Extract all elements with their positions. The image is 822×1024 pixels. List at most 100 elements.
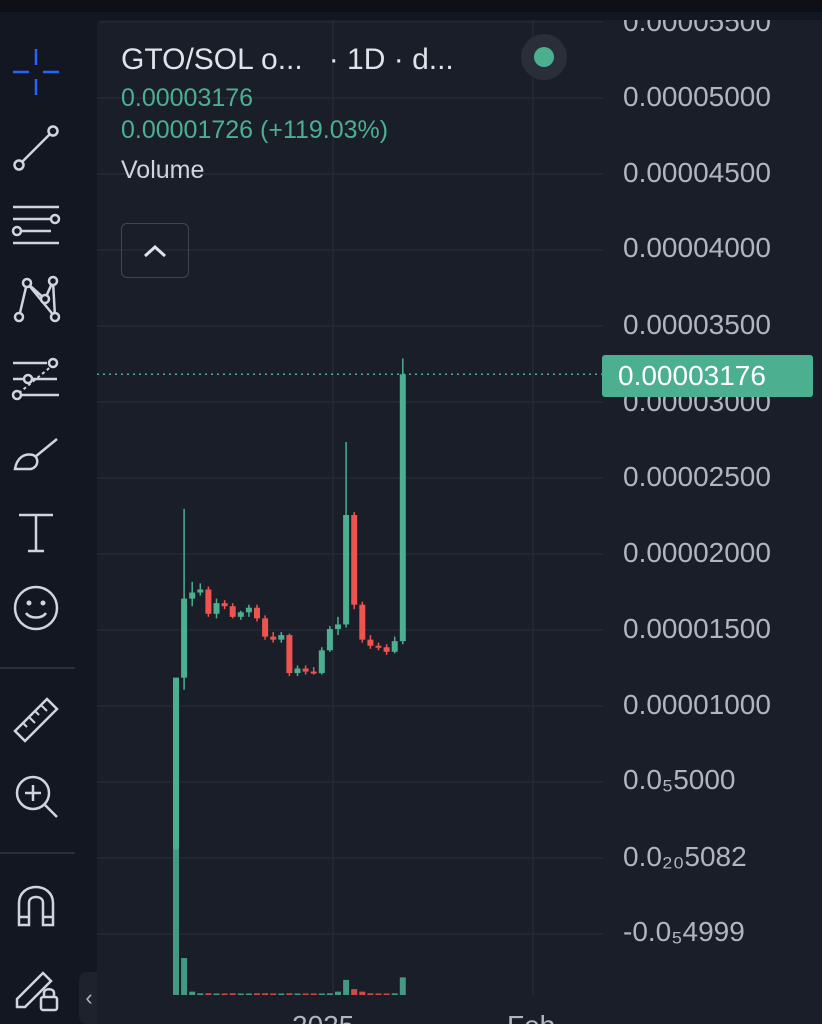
volume-bar (294, 993, 301, 995)
candle-up (173, 677, 179, 850)
volume-bar (173, 827, 179, 995)
candle-up (318, 650, 325, 674)
candle-up (197, 589, 204, 593)
volume-bar (343, 979, 350, 995)
pattern-tool[interactable] (6, 270, 66, 330)
volume-bar (383, 993, 390, 995)
toolbar-divider (0, 667, 75, 669)
emoji-icon (13, 585, 59, 631)
volume-bar (245, 993, 252, 995)
chevron-up-icon (143, 244, 167, 257)
volume-bar (351, 989, 358, 995)
magnet-icon (17, 885, 55, 927)
volume-bar (367, 993, 374, 995)
candle-up (391, 641, 398, 652)
candle-up (213, 603, 220, 614)
candle-up (237, 612, 244, 617)
prediction-icon (11, 357, 59, 401)
magnet-tool[interactable] (6, 876, 66, 936)
text-tool[interactable] (6, 502, 66, 562)
toolbar-divider (0, 852, 75, 854)
symbol-row[interactable]: GTO/SOL o... · 1D · d... (121, 42, 454, 78)
fib-retracement-icon (11, 205, 61, 245)
volume-bar (270, 993, 277, 995)
top-bar (0, 0, 822, 12)
candle-down (229, 606, 236, 617)
prediction-tool[interactable] (6, 348, 66, 408)
text-icon (19, 513, 53, 553)
candle-down (262, 618, 269, 637)
zoom-tool[interactable] (6, 766, 66, 826)
chart-canvas[interactable] (97, 20, 822, 1024)
price-axis-label: 0.00002500 (623, 461, 771, 492)
volume-bar (326, 993, 333, 995)
volume-bar (221, 993, 228, 995)
price-axis-label: 0.00005000 (623, 81, 771, 112)
candle-up (335, 624, 341, 629)
candle-up (294, 668, 301, 674)
symbol-name[interactable]: GTO/SOL o... (121, 43, 303, 76)
volume-bar (262, 993, 269, 995)
brush-icon (13, 438, 58, 471)
ruler-tool[interactable] (6, 690, 66, 750)
candle-down (359, 604, 366, 640)
price-axis-label: 0.00004500 (623, 157, 771, 188)
market-status-indicator[interactable] (521, 34, 567, 80)
emoji-tool[interactable] (6, 578, 66, 638)
time-axis-label: Feb (507, 1010, 555, 1024)
candle-down (367, 639, 374, 646)
volume-bar (391, 993, 398, 995)
volume-bar (197, 993, 204, 995)
volume-bar (286, 993, 293, 995)
candle-down (270, 636, 277, 640)
toolbar-collapse-button[interactable]: ‹ (79, 972, 99, 1024)
candle-down (351, 515, 358, 605)
zoom-in-icon (15, 775, 58, 818)
price-axis-label: 0.00005500 (623, 20, 771, 37)
price-axis-label: 0.00001000 (623, 689, 771, 720)
volume-bar (229, 993, 236, 995)
candle-down (221, 603, 228, 607)
candle-down (375, 645, 382, 648)
candle-up (245, 607, 252, 613)
fib-tool[interactable] (6, 194, 66, 254)
volume-bar (213, 993, 220, 995)
current-price-tag: 0.00003176 (602, 355, 813, 397)
last-price: 0.00003176 (121, 84, 254, 112)
brush-tool[interactable] (6, 424, 66, 484)
chart-panel[interactable]: GTO/SOL o... · 1D · d... 0.00003176 0.00… (97, 20, 822, 1024)
volume-indicator-label[interactable]: Volume (121, 156, 205, 184)
trend-line-icon (13, 125, 59, 171)
volume-bar (359, 991, 366, 995)
volume-bar (278, 993, 285, 995)
candle-down (310, 671, 317, 674)
price-axis-label: 0.0₂₀5082 (623, 841, 747, 872)
lock-drawing-tool[interactable] (6, 958, 66, 1018)
volume-bar (254, 993, 260, 995)
candle-up (399, 374, 406, 642)
candle-down (302, 668, 309, 672)
volume-bar (335, 991, 341, 995)
status-dot-icon (534, 47, 554, 67)
candle-down (254, 607, 260, 619)
candle-up (189, 592, 196, 599)
volume-bar (181, 958, 188, 995)
price-axis-label: 0.00003500 (623, 309, 771, 340)
legend-collapse-button[interactable] (121, 223, 189, 278)
candle-up (326, 629, 333, 651)
volume-bar (399, 977, 406, 995)
volume-bar (237, 993, 244, 995)
candle-up (343, 515, 350, 625)
trend-line-tool[interactable] (6, 118, 66, 178)
candle-up (278, 635, 285, 640)
chevron-left-icon: ‹ (85, 985, 93, 1010)
chart-legend: GTO/SOL o... · 1D · d... 0.00003176 0.00… (121, 42, 454, 190)
candle-down (286, 635, 293, 674)
price-axis[interactable]: 0.00005500 0.00005000 0.00004500 0.00004… (623, 20, 822, 1024)
price-axis-label: -0.0₅4999 (623, 916, 745, 947)
price-axis-label: 0.00004000 (623, 232, 771, 263)
crosshair-tool[interactable] (6, 42, 66, 102)
interval-label[interactable]: · 1D · d... (328, 43, 454, 76)
price-change: 0.00001726 (+119.03%) (121, 116, 389, 144)
lock-drawing-icon (15, 971, 59, 1012)
